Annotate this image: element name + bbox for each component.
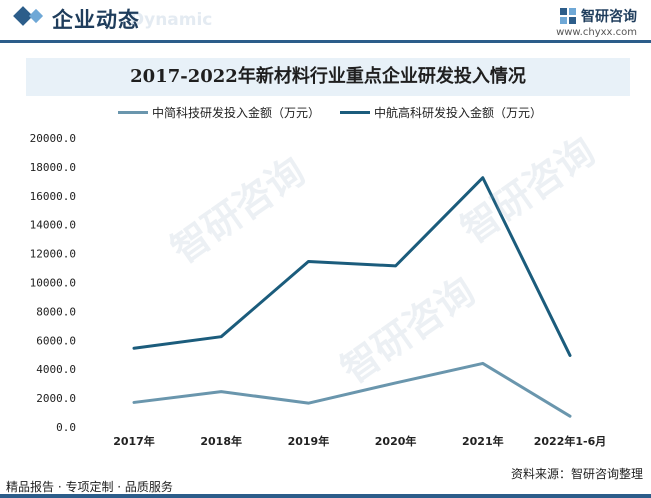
chart-title: 2017-2022年新材料行业重点企业研发投入情况 bbox=[26, 58, 630, 96]
legend-label-series-2: 中航高科研发投入金额（万元） bbox=[374, 106, 543, 120]
x-tick-label: 2022年1-6月 bbox=[534, 434, 607, 448]
series-line-2 bbox=[132, 176, 572, 357]
brand-logo-icon bbox=[560, 8, 576, 24]
footer-bar bbox=[0, 494, 651, 498]
header-ghost-text: Dynamic bbox=[130, 10, 213, 30]
y-tick-label: 16000.0 bbox=[30, 190, 76, 203]
header: Dynamic 企业动态 智研咨询 www.chyxx.com bbox=[0, 0, 651, 44]
x-tick-label: 2017年 bbox=[113, 434, 155, 448]
header-title: 企业动态 bbox=[52, 8, 140, 32]
y-tick-label: 18000.0 bbox=[30, 161, 76, 174]
y-tick-label: 4000.0 bbox=[36, 363, 76, 376]
footer-tagline: 精品报告 · 专项定制 · 品质服务 bbox=[6, 480, 173, 494]
y-tick-label: 14000.0 bbox=[30, 219, 76, 232]
brand-name: 智研咨询 bbox=[581, 9, 637, 25]
y-tick-label: 8000.0 bbox=[36, 305, 76, 318]
x-tick-label: 2020年 bbox=[375, 434, 417, 448]
legend-item-series-1: 中简科技研发投入金额（万元） bbox=[118, 104, 320, 121]
source-note: 资料来源：智研咨询整理 bbox=[510, 467, 643, 481]
legend-swatch-series-1 bbox=[118, 111, 148, 114]
line-chart: 0.0 2000.0 4000.0 6000.0 8000.0 10000.0 12000.… bbox=[30, 132, 607, 448]
y-tick-label: 20000.0 bbox=[30, 132, 76, 145]
header-divider bbox=[0, 40, 651, 43]
header-diamond-small-icon bbox=[28, 8, 44, 24]
x-tick-label: 2019年 bbox=[288, 434, 330, 448]
y-tick-label: 12000.0 bbox=[30, 248, 76, 261]
y-tick-label: 10000.0 bbox=[30, 277, 76, 290]
legend-label-series-1: 中简科技研发投入金额（万元） bbox=[152, 106, 321, 120]
x-tick-label: 2021年 bbox=[462, 434, 504, 448]
brand: 智研咨询 bbox=[559, 6, 637, 26]
legend-swatch-series-2 bbox=[340, 111, 370, 114]
y-tick-label: 6000.0 bbox=[36, 334, 76, 347]
x-tick-label: 2018年 bbox=[200, 434, 242, 448]
legend-item-series-2: 中航高科研发投入金额（万元） bbox=[340, 104, 542, 121]
y-tick-label: 2000.0 bbox=[36, 392, 76, 405]
series-line-1 bbox=[132, 361, 572, 418]
chart-legend: 中简科技研发投入金额（万元） 中航高科研发投入金额（万元） bbox=[0, 104, 651, 124]
brand-url: www.chyxx.com bbox=[556, 27, 637, 38]
y-tick-label: 0.0 bbox=[56, 421, 76, 434]
